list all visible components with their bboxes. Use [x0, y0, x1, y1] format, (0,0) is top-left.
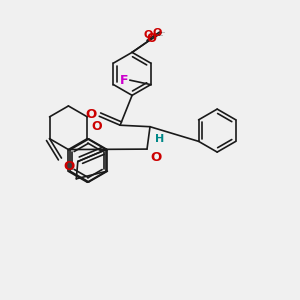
Text: methyl: methyl: [159, 35, 164, 36]
Text: O: O: [152, 28, 162, 38]
Text: methyl: methyl: [161, 32, 166, 33]
Text: O: O: [85, 108, 96, 121]
Text: O: O: [144, 30, 153, 40]
Text: O: O: [146, 32, 156, 45]
Text: O: O: [91, 120, 102, 133]
Text: O: O: [150, 151, 161, 164]
Text: H: H: [155, 134, 165, 144]
Text: F: F: [120, 74, 128, 87]
Text: O: O: [63, 160, 74, 173]
